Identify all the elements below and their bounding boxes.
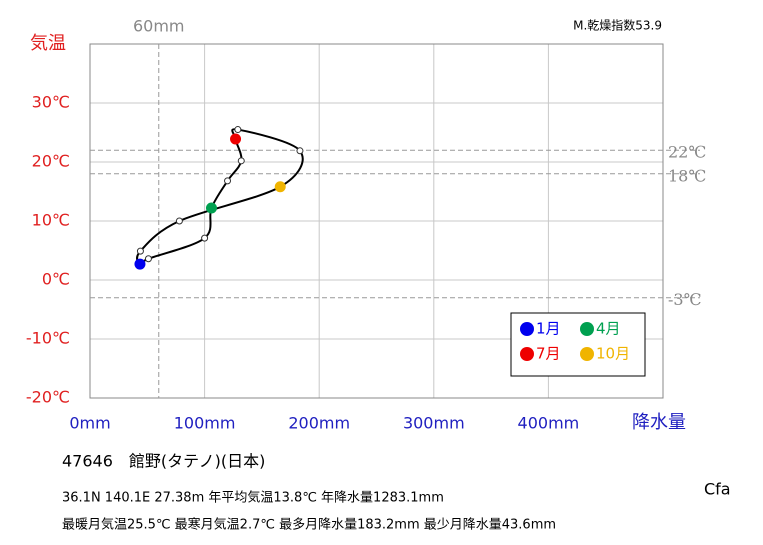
month-point (234, 126, 242, 134)
legend-label: 4月 (596, 320, 621, 338)
month-point (274, 181, 286, 193)
y-tick-label: 20℃ (32, 152, 70, 171)
reference-label: 60mm (133, 17, 185, 36)
climate-class: Cfa (704, 480, 731, 499)
x-tick-label: 100mm (174, 414, 236, 433)
reference-label: -3℃ (668, 290, 701, 309)
month-point (205, 202, 217, 214)
legend-label: 10月 (596, 345, 630, 363)
info-line: 最暖月気温25.5℃ 最寒月気温2.7℃ 最多月降水量183.2mm 最少月降水… (62, 517, 556, 533)
month-point (136, 247, 144, 255)
station: 47646 館野(タテノ)(日本) (62, 452, 265, 471)
month-point (175, 217, 183, 225)
legend-label: 7月 (536, 345, 561, 363)
x-axis-label: 降水量 (632, 412, 686, 433)
plot-frame (89, 43, 664, 399)
y-tick-label: 0℃ (42, 270, 70, 289)
y-tick-label: -10℃ (26, 329, 70, 348)
legend-swatch (520, 347, 534, 361)
legend-box (510, 312, 646, 377)
y-tick-label: 30℃ (32, 93, 70, 112)
x-tick-label: 0mm (69, 414, 110, 433)
month-point (144, 255, 152, 263)
info-line: 36.1N 140.1E 27.38m 年平均気温13.8℃ 年降水量1283.… (62, 490, 444, 506)
month-point (201, 234, 209, 242)
month-point (230, 133, 242, 145)
reference-label: 18℃ (668, 166, 706, 185)
legend-swatch (580, 347, 594, 361)
climate-line (139, 128, 304, 266)
month-point (224, 177, 232, 185)
x-tick-label: 300mm (403, 414, 465, 433)
y-tick-label: -20℃ (26, 388, 70, 407)
legend-swatch (580, 322, 594, 336)
legend-swatch (520, 322, 534, 336)
reference-label: 22℃ (668, 143, 706, 162)
x-tick-label: 200mm (288, 414, 350, 433)
legend-label: 1月 (536, 320, 561, 338)
corner-note: M.乾燥指数53.9 (573, 18, 662, 33)
month-point (237, 157, 245, 165)
month-point (134, 258, 146, 270)
month-point (296, 147, 304, 155)
y-tick-label: 10℃ (32, 211, 70, 230)
x-tick-label: 400mm (518, 414, 580, 433)
y-axis-label: 気温 (30, 33, 66, 54)
